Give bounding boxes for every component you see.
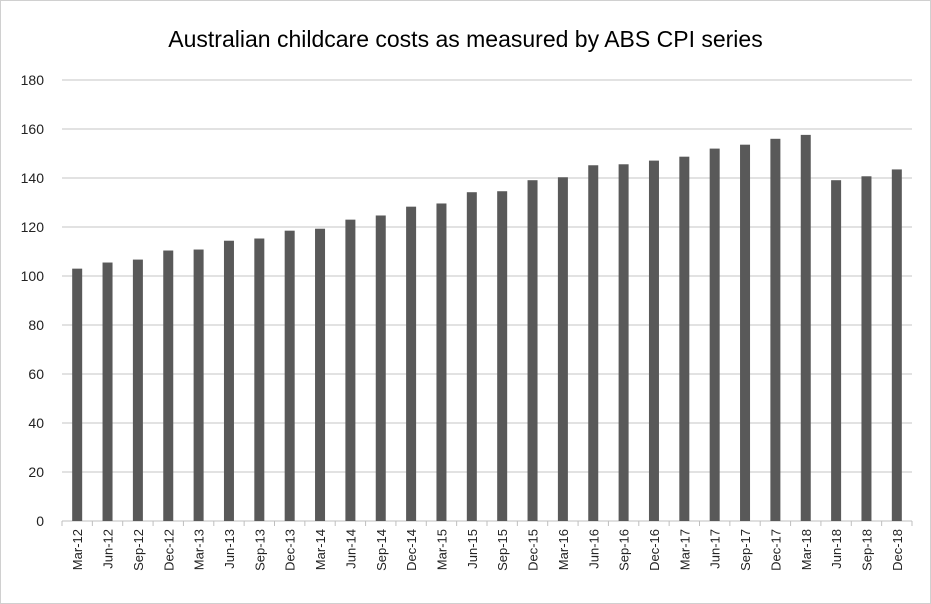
x-tick-label: Sep-15 [495,529,510,571]
x-tick-label: Mar-15 [434,529,449,570]
bar-Dec-16 [648,160,659,522]
x-tick-label: Sep-17 [738,529,753,571]
bar-Sep-16 [618,164,629,521]
x-tick-label: Mar-13 [192,529,207,570]
x-tick-label: Mar-14 [313,529,328,570]
x-tick-label: Dec-13 [283,529,298,571]
bar-Sep-17 [740,144,751,521]
y-tick-label: 140 [21,170,45,186]
bar-Dec-13 [284,230,295,522]
x-tick-label: Dec-12 [161,529,176,571]
bar-Mar-18 [800,134,811,521]
y-tick-label: 40 [28,415,44,431]
bar-Mar-14 [315,228,326,521]
x-tick-label: Dec-17 [768,529,783,571]
bar-Jun-15 [466,192,477,521]
x-tick-label: Jun-16 [586,529,601,569]
x-tick-label: Dec-15 [526,529,541,571]
bar-Mar-17 [679,156,690,521]
x-tick-label: Mar-17 [677,529,692,570]
x-tick-label: Sep-13 [252,529,267,571]
x-tick-label: Jun-14 [343,529,358,569]
x-tick-label: Sep-18 [859,529,874,571]
bar-Dec-18 [891,169,902,522]
bar-Dec-15 [527,180,538,521]
bar-Mar-15 [436,203,447,522]
bar-Dec-14 [406,206,417,522]
chart-title: Australian childcare costs as measured b… [168,26,763,52]
bar-Jun-17 [709,148,720,521]
y-tick-label: 100 [21,268,45,284]
x-tick-label: Dec-18 [890,529,905,571]
y-tick-label: 180 [21,72,45,88]
y-tick-label: 120 [21,219,45,235]
x-tick-label: Jun-12 [101,529,116,569]
bar-Dec-12 [163,250,174,521]
x-tick-label: Jun-18 [829,529,844,569]
bar-Sep-18 [861,176,872,521]
y-tick-label: 160 [21,121,45,137]
y-tick-label: 20 [28,464,44,480]
bar-Sep-15 [497,191,508,522]
y-tick-label: 80 [28,317,44,333]
bar-Sep-14 [375,215,386,522]
x-tick-label: Mar-16 [556,529,571,570]
bar-Jun-14 [345,219,356,521]
bar-Jun-18 [831,180,842,521]
bar-Sep-12 [132,259,143,521]
y-tick-label: 60 [28,366,44,382]
x-tick-label: Dec-16 [647,529,662,571]
bar-Jun-16 [588,165,599,521]
bar-Dec-17 [770,138,781,522]
x-tick-label: Dec-14 [404,529,419,571]
x-tick-label: Mar-18 [799,529,814,570]
x-tick-label: Sep-12 [131,529,146,571]
bar-Mar-12 [72,268,83,521]
x-tick-label: Mar-12 [70,529,85,570]
x-tick-label: Jun-15 [465,529,480,569]
y-tick-label: 0 [36,513,44,529]
x-tick-label: Sep-14 [374,529,389,571]
x-tick-label: Sep-16 [617,529,632,571]
bar-Jun-13 [223,240,234,521]
bar-Mar-13 [193,249,204,522]
x-tick-label: Jun-13 [222,529,237,569]
bar-Sep-13 [254,238,265,521]
x-tick-label: Jun-17 [708,529,723,569]
bar-Mar-16 [557,177,568,521]
bar-Jun-12 [102,262,113,521]
